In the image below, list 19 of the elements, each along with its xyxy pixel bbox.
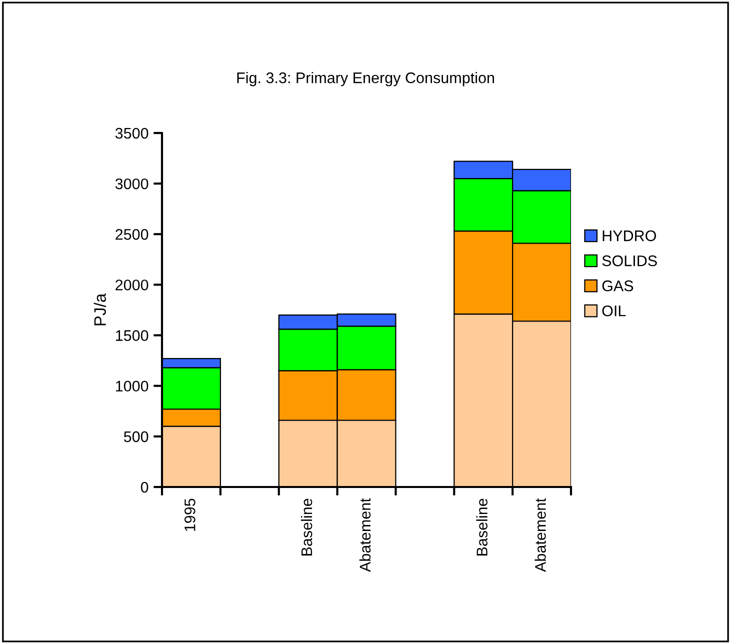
x-tick-label: Abatement: [359, 498, 371, 572]
y-tick-label: 1000: [116, 380, 148, 392]
y-tick-label: 3500: [115, 128, 148, 139]
y-tick-label: 1500: [116, 330, 148, 341]
chart-title: Fig. 3.3: Primary Energy Consumption: [237, 72, 494, 86]
x-tick-label: 1995: [184, 498, 196, 531]
x-tick-label: Baseline: [300, 498, 312, 556]
y-tick-label: 0: [140, 482, 148, 493]
y-tick-label: 3000: [115, 178, 148, 190]
legend-label: SOLIDS: [602, 255, 657, 266]
legend-label: OIL: [602, 305, 626, 316]
y-axis-title: PJ/a: [94, 293, 106, 326]
y-tick-label: 500: [124, 431, 148, 442]
x-tick-label: Abatement: [534, 498, 546, 572]
y-tick-label: 2000: [116, 280, 148, 290]
x-tick-label: Baseline: [476, 498, 488, 556]
legend-label: GAS: [602, 280, 634, 292]
y-tick-label: 2500: [116, 229, 148, 240]
legend-label: HYDRO: [602, 230, 656, 242]
